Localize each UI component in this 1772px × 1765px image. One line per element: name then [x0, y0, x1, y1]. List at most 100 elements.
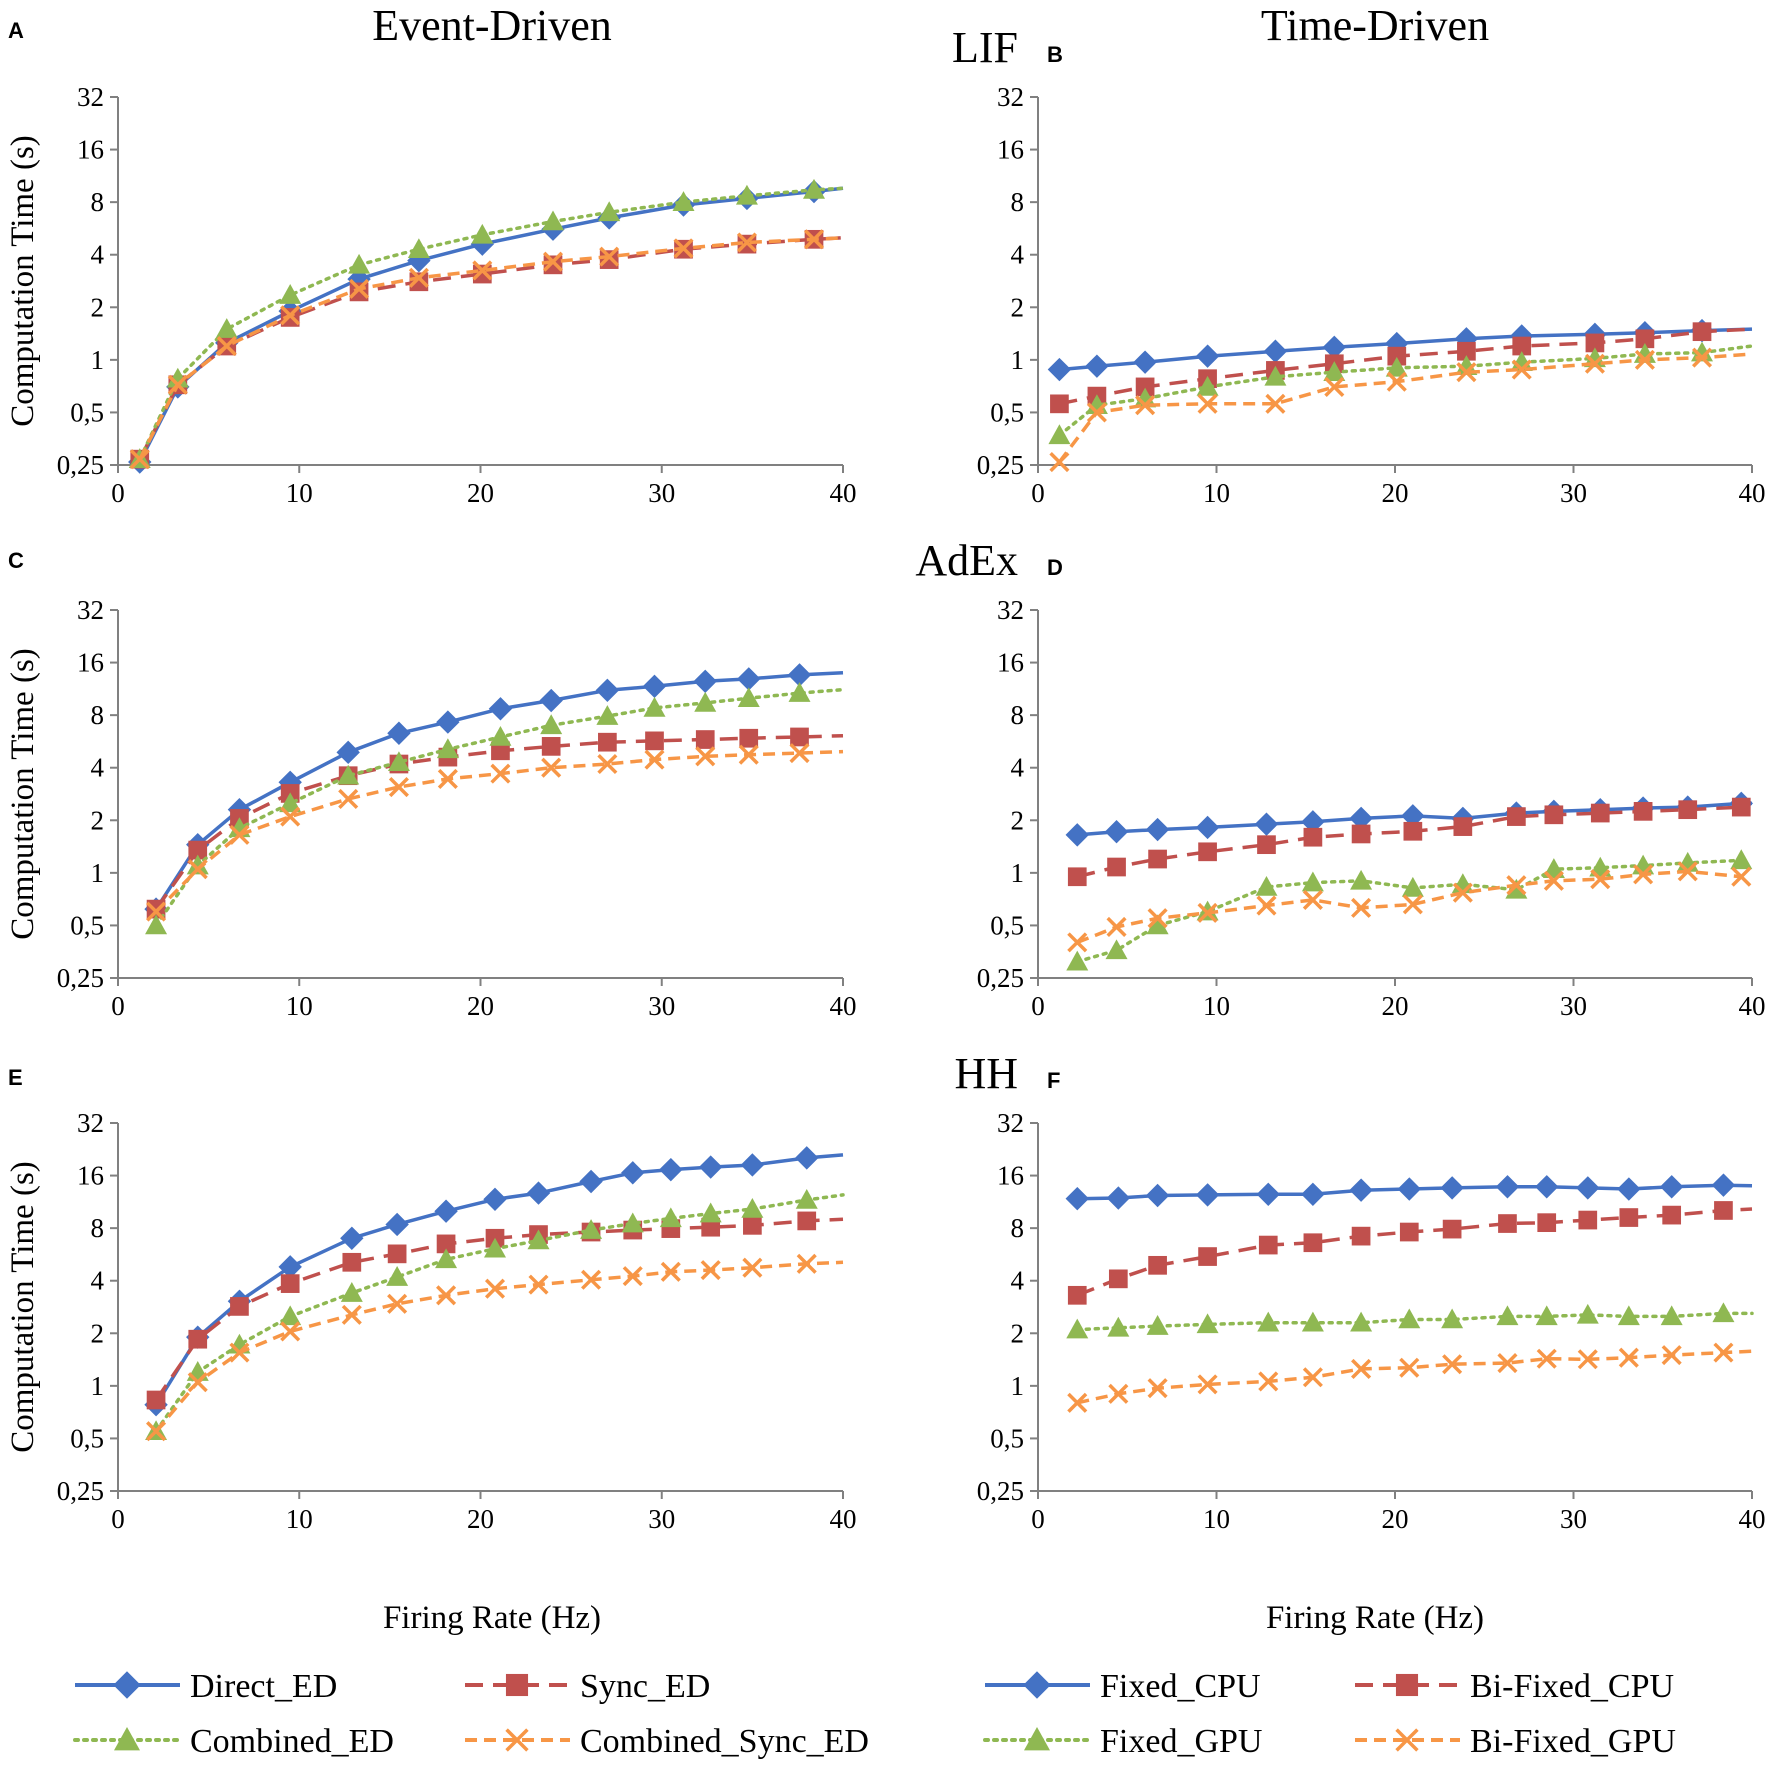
column-title-time-driven: Time-Driven [1261, 1, 1489, 50]
data-point-combined-ed [788, 682, 811, 702]
legend-item-direct-ed: Direct_ED [75, 1668, 337, 1705]
data-point-combined-sync-ed [146, 901, 167, 922]
y-tick-label: 0,25 [57, 1476, 104, 1506]
y-tick-label: 0,5 [990, 1423, 1024, 1453]
data-point-combined-ed [795, 1188, 818, 1209]
data-point-direct-ed [488, 697, 513, 721]
x-tick-label: 20 [1382, 478, 1409, 508]
data-point-sync-ed [739, 728, 759, 748]
data-point-sync-ed [188, 1329, 208, 1349]
y-tick-label: 0,25 [977, 963, 1024, 993]
series-direct-ed [144, 663, 844, 921]
row-title-hh: HH [954, 1049, 1018, 1098]
data-point-combined-sync-ed [280, 305, 301, 326]
data-point-combined-sync-ed [490, 763, 511, 784]
data-point-combined-sync-ed [803, 229, 825, 250]
data-point-combined-sync-ed [408, 267, 429, 288]
data-point-combined-sync-ed [187, 859, 208, 880]
data-point-combined-ed [596, 705, 619, 725]
data-point-sync-ed [695, 730, 715, 749]
data-point-combined-sync-ed [229, 824, 250, 845]
data-point-combined-sync-ed [789, 743, 810, 764]
data-point-bi-fixed-gpu [1497, 1353, 1518, 1374]
data-point-bi-fixed-gpu [1633, 864, 1654, 885]
data-point-bi-fixed-gpu [1456, 362, 1477, 383]
legend-label: Sync_ED [580, 1668, 710, 1705]
y-tick-label: 0,25 [57, 963, 104, 993]
legend-item-combined-sync-ed: Combined_Sync_ED [465, 1723, 869, 1760]
series-bi-fixed-cpu [1067, 1201, 1753, 1305]
data-point-fixed-cpu [1104, 820, 1129, 844]
data-point-fixed-cpu [1263, 339, 1288, 363]
data-point-fixed-cpu [1133, 350, 1157, 374]
data-point-fixed-gpu [1301, 1311, 1324, 1332]
data-point-combined-sync-ed [229, 1342, 250, 1363]
series-line-direct-ed [154, 1153, 844, 1406]
data-point-sync-ed [645, 731, 664, 751]
y-tick-label: 1 [1011, 1371, 1025, 1401]
data-point-combined-ed [737, 687, 760, 708]
data-point-sync-ed [349, 282, 369, 302]
x-tick-label: 20 [1382, 991, 1409, 1021]
data-point-combined-sync-ed [280, 1321, 301, 1342]
legend-marker [113, 1671, 141, 1699]
data-point-combined-ed [598, 201, 621, 222]
y-tick-label: 0,25 [57, 450, 104, 480]
legend-label: Combined_Sync_ED [580, 1723, 869, 1760]
x-tick-label: 40 [830, 991, 857, 1021]
panel-a-lif-event-driven: 0,25 0,5 1 2 4 8 16 32 0 10 20 30 40 Computation Time… [5, 82, 857, 508]
y-tick-label: 16 [77, 648, 104, 678]
data-point-fixed-cpu [1195, 1183, 1220, 1207]
y-tick-label: 1 [1011, 858, 1025, 888]
y-tick-label: 32 [997, 595, 1024, 625]
data-point-combined-sync-ed [796, 1253, 817, 1274]
data-point-bi-fixed-gpu [1106, 916, 1127, 937]
data-point-bi-fixed-cpu [1351, 824, 1371, 844]
data-point-fixed-gpu [1146, 914, 1169, 935]
data-point-bi-fixed-gpu [1543, 870, 1564, 891]
data-point-bi-fixed-cpu [1578, 1210, 1598, 1230]
series-line-combined-ed [154, 1193, 845, 1433]
y-tick-label: 16 [997, 135, 1024, 165]
data-point-combined-sync-ed [581, 1269, 602, 1290]
y-tick-label: 0,5 [70, 397, 104, 427]
data-point-combined-ed [387, 751, 410, 772]
x-tick-label: 20 [467, 1504, 494, 1534]
series-combined-sync-ed [146, 743, 844, 922]
data-point-direct-ed [579, 1169, 603, 1194]
x-tick-label: 40 [830, 1504, 857, 1534]
data-point-combined-ed [435, 1248, 458, 1269]
data-point-combined-sync-ed [187, 1372, 208, 1393]
legend-marker [114, 1727, 140, 1751]
row-title-adex: AdEx [915, 536, 1018, 585]
data-point-combined-sync-ed [597, 753, 618, 775]
data-point-combined-sync-ed [472, 260, 493, 281]
data-point-bi-fixed-gpu [1108, 1383, 1129, 1404]
y-tick-label: 16 [77, 1161, 104, 1191]
data-point-bi-fixed-gpu [1302, 889, 1323, 910]
y-tick-label: 8 [1011, 1213, 1025, 1243]
data-point-combined-ed [694, 691, 717, 712]
data-point-combined-ed [279, 792, 302, 813]
panel-d-adex-time-driven: 0,25 0,5 1 2 4 8 16 32 0 10 20 30 40 [977, 595, 1766, 1021]
data-point-fixed-gpu [1350, 869, 1373, 890]
data-point-bi-fixed-cpu [1635, 329, 1655, 349]
x-tick-label: 40 [1739, 478, 1766, 508]
data-point-bi-fixed-cpu [1498, 1214, 1517, 1233]
data-point-bi-fixed-gpu [1584, 353, 1605, 374]
data-point-fixed-gpu [1048, 424, 1071, 445]
series-combined-ed [145, 682, 845, 935]
y-tick-label: 2 [1011, 292, 1025, 322]
data-point-combined-ed [527, 1229, 550, 1250]
legend-item-sync-ed: Sync_ED [465, 1668, 710, 1705]
data-point-direct-ed [340, 1226, 364, 1250]
data-point-combined-sync-ed [700, 1260, 721, 1281]
data-point-fixed-cpu [1659, 1175, 1684, 1199]
data-point-bi-fixed-cpu [1107, 857, 1126, 877]
x-tick-label: 10 [286, 478, 313, 508]
data-point-combined-sync-ed [338, 788, 359, 809]
data-point-bi-fixed-gpu [1511, 359, 1532, 380]
x-tick-label: 20 [467, 478, 494, 508]
data-point-fixed-gpu [1255, 875, 1278, 896]
data-point-fixed-gpu [1264, 365, 1287, 386]
